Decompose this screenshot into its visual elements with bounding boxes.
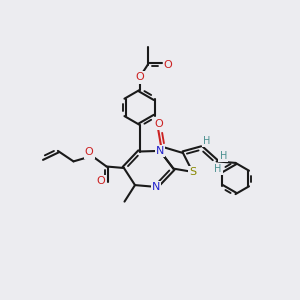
Text: H: H [203, 136, 211, 146]
Text: N: N [156, 146, 164, 156]
Text: O: O [96, 176, 105, 187]
Text: O: O [154, 118, 163, 129]
Text: O: O [135, 72, 144, 82]
Text: N: N [152, 182, 160, 192]
Text: O: O [164, 59, 172, 70]
Text: H: H [214, 164, 222, 174]
Text: O: O [85, 147, 94, 158]
Text: H: H [220, 151, 227, 161]
Text: S: S [189, 167, 196, 177]
